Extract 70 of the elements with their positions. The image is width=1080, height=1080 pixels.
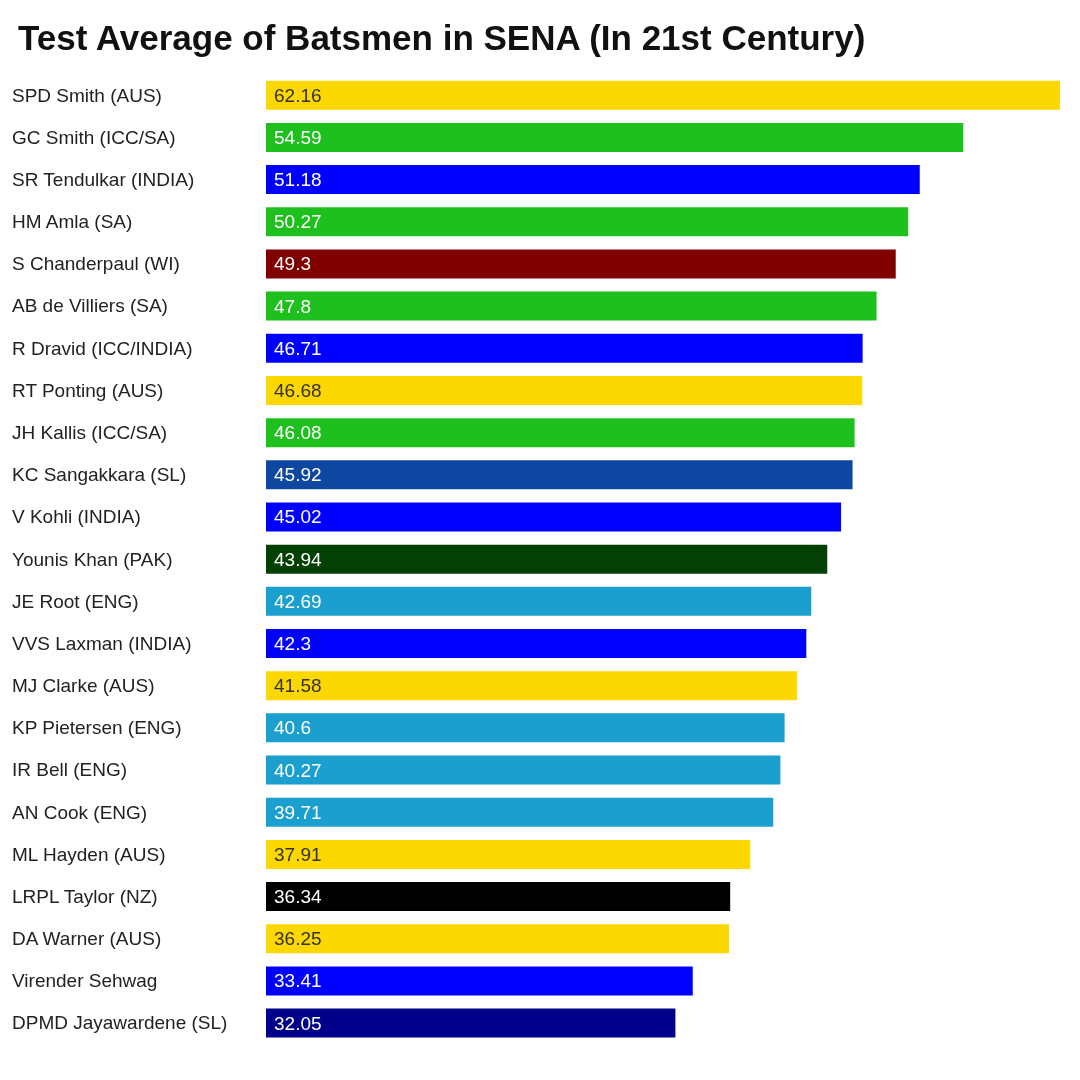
data-label: 40.27 xyxy=(274,759,322,781)
bar xyxy=(266,333,863,363)
data-label: 42.69 xyxy=(274,590,322,612)
bar xyxy=(266,249,896,279)
bar xyxy=(266,207,909,237)
y-tick-label: R Dravid (ICC/INDIA) xyxy=(12,337,193,359)
data-label: 42.3 xyxy=(274,633,311,655)
bar xyxy=(266,502,842,532)
bar xyxy=(266,1008,676,1038)
y-tick-label: DPMD Jayawardene (SL) xyxy=(12,1012,228,1034)
y-tick-label: VVS Laxman (INDIA) xyxy=(12,632,192,654)
bar xyxy=(266,544,828,574)
bar xyxy=(266,924,730,954)
y-tick-label: DA Warner (AUS) xyxy=(12,928,162,950)
y-tick-label: LRPL Taylor (NZ) xyxy=(12,885,158,907)
data-label: 41.58 xyxy=(274,675,322,697)
y-tick-label: GC Smith (ICC/SA) xyxy=(12,126,176,148)
bar xyxy=(266,460,853,490)
y-tick-label: Virender Sehwag xyxy=(12,970,158,992)
data-label: 32.05 xyxy=(274,1012,322,1034)
y-tick-label: JE Root (ENG) xyxy=(12,590,139,612)
bar xyxy=(266,165,920,195)
data-label: 46.68 xyxy=(274,379,322,401)
bar xyxy=(266,586,812,616)
chart-title: Test Average of Batsmen in SENA (In 21st Century) xyxy=(17,17,867,59)
y-tick-label: KP Pietersen (ENG) xyxy=(12,717,182,739)
bar xyxy=(266,291,877,321)
bar xyxy=(266,839,751,869)
data-label: 36.34 xyxy=(274,886,322,908)
bar xyxy=(266,755,781,785)
data-label: 36.25 xyxy=(274,928,322,950)
data-label: 39.71 xyxy=(274,801,322,823)
bar xyxy=(266,797,774,827)
y-tick-label: HM Amla (SA) xyxy=(12,211,133,233)
y-tick-label: RT Ponting (AUS) xyxy=(12,379,164,401)
data-label: 51.18 xyxy=(274,169,322,191)
y-tick-label: SR Tendulkar (INDIA) xyxy=(12,168,195,190)
data-label: 62.16 xyxy=(274,84,322,106)
bar xyxy=(266,122,964,152)
data-label: 54.59 xyxy=(274,126,322,148)
y-tick-label: JH Kallis (ICC/SA) xyxy=(12,421,168,443)
bar xyxy=(266,80,1060,110)
y-tick-label: MJ Clarke (AUS) xyxy=(12,675,155,697)
y-tick-label: ML Hayden (AUS) xyxy=(12,843,166,865)
data-label: 33.41 xyxy=(274,970,322,992)
data-label: 40.6 xyxy=(274,717,311,739)
data-label: 46.71 xyxy=(274,337,322,359)
bar xyxy=(266,713,785,743)
data-label: 47.8 xyxy=(274,295,311,317)
bar xyxy=(266,375,863,405)
y-tick-label: Younis Khan (PAK) xyxy=(12,548,173,570)
data-label: 46.08 xyxy=(274,422,322,444)
y-tick-label: IR Bell (ENG) xyxy=(12,759,128,781)
bar xyxy=(266,671,798,701)
bar xyxy=(266,882,731,912)
data-label: 37.91 xyxy=(274,843,322,865)
bar xyxy=(266,629,807,659)
bar xyxy=(266,966,693,996)
y-tick-label: SPD Smith (AUS) xyxy=(12,84,162,106)
y-tick-label: AN Cook (ENG) xyxy=(12,801,148,823)
y-tick-label: AB de Villiers (SA) xyxy=(12,295,168,317)
data-label: 49.3 xyxy=(274,253,311,275)
data-label: 45.92 xyxy=(274,464,322,486)
bar xyxy=(266,418,855,448)
y-tick-label: KC Sangakkara (SL) xyxy=(12,464,187,486)
data-label: 43.94 xyxy=(274,548,322,570)
data-label: 45.02 xyxy=(274,506,322,528)
y-tick-label: S Chanderpaul (WI) xyxy=(12,253,180,275)
y-tick-label: V Kohli (INDIA) xyxy=(12,506,141,528)
data-label: 50.27 xyxy=(274,211,322,233)
